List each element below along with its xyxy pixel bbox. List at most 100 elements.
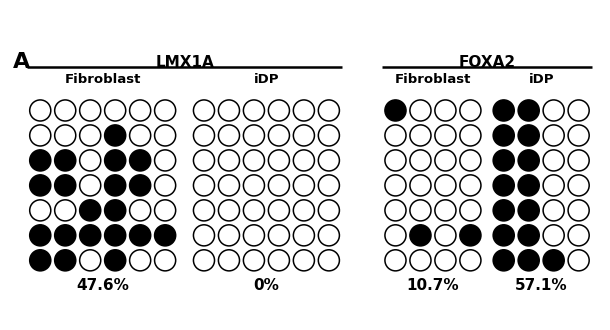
- Circle shape: [318, 125, 339, 146]
- Text: 47.6%: 47.6%: [76, 278, 129, 293]
- Circle shape: [410, 175, 431, 196]
- Circle shape: [493, 150, 514, 171]
- Circle shape: [30, 150, 51, 171]
- Circle shape: [80, 150, 101, 171]
- Circle shape: [460, 175, 481, 196]
- Circle shape: [105, 250, 126, 271]
- Circle shape: [318, 200, 339, 221]
- Circle shape: [30, 250, 51, 271]
- Circle shape: [568, 250, 589, 271]
- Circle shape: [80, 125, 101, 146]
- Circle shape: [568, 175, 589, 196]
- Circle shape: [193, 150, 215, 171]
- Circle shape: [568, 150, 589, 171]
- Circle shape: [435, 200, 456, 221]
- Circle shape: [435, 175, 456, 196]
- Circle shape: [410, 200, 431, 221]
- Circle shape: [268, 250, 290, 271]
- Circle shape: [129, 200, 151, 221]
- Circle shape: [243, 250, 265, 271]
- Circle shape: [493, 175, 514, 196]
- Circle shape: [243, 200, 265, 221]
- Circle shape: [218, 175, 240, 196]
- Circle shape: [318, 100, 339, 121]
- Circle shape: [318, 225, 339, 246]
- Circle shape: [243, 150, 265, 171]
- Text: iDP: iDP: [254, 73, 279, 86]
- Circle shape: [268, 100, 290, 121]
- Circle shape: [435, 250, 456, 271]
- Circle shape: [55, 150, 76, 171]
- Circle shape: [410, 100, 431, 121]
- Circle shape: [193, 100, 215, 121]
- Circle shape: [385, 150, 406, 171]
- Circle shape: [55, 100, 76, 121]
- Text: Fibroblast: Fibroblast: [65, 73, 141, 86]
- Circle shape: [518, 225, 539, 246]
- Circle shape: [410, 150, 431, 171]
- Circle shape: [410, 225, 431, 246]
- Circle shape: [154, 125, 176, 146]
- Circle shape: [543, 125, 564, 146]
- Circle shape: [55, 200, 76, 221]
- Text: A: A: [12, 52, 30, 72]
- Circle shape: [218, 125, 240, 146]
- Circle shape: [460, 125, 481, 146]
- Circle shape: [293, 100, 314, 121]
- Circle shape: [105, 150, 126, 171]
- Circle shape: [80, 250, 101, 271]
- Circle shape: [105, 200, 126, 221]
- Circle shape: [568, 125, 589, 146]
- Circle shape: [268, 200, 290, 221]
- Circle shape: [518, 100, 539, 121]
- Circle shape: [493, 225, 514, 246]
- Circle shape: [105, 100, 126, 121]
- Text: 10.7%: 10.7%: [407, 278, 459, 293]
- Circle shape: [243, 175, 265, 196]
- Circle shape: [243, 225, 265, 246]
- Circle shape: [385, 100, 406, 121]
- Circle shape: [460, 150, 481, 171]
- Circle shape: [518, 200, 539, 221]
- Circle shape: [154, 100, 176, 121]
- Circle shape: [243, 125, 265, 146]
- Circle shape: [193, 225, 215, 246]
- Circle shape: [154, 250, 176, 271]
- Circle shape: [543, 225, 564, 246]
- Circle shape: [154, 150, 176, 171]
- Circle shape: [129, 100, 151, 121]
- Circle shape: [105, 175, 126, 196]
- Circle shape: [80, 175, 101, 196]
- Circle shape: [243, 100, 265, 121]
- Circle shape: [543, 150, 564, 171]
- Circle shape: [55, 125, 76, 146]
- Circle shape: [55, 250, 76, 271]
- Circle shape: [218, 200, 240, 221]
- Circle shape: [193, 125, 215, 146]
- Circle shape: [410, 125, 431, 146]
- Text: 0%: 0%: [254, 278, 279, 293]
- Circle shape: [30, 200, 51, 221]
- Circle shape: [568, 225, 589, 246]
- Circle shape: [493, 200, 514, 221]
- Circle shape: [518, 250, 539, 271]
- Circle shape: [543, 200, 564, 221]
- Text: FOXA2: FOXA2: [459, 55, 515, 70]
- Circle shape: [410, 250, 431, 271]
- Circle shape: [105, 225, 126, 246]
- Circle shape: [543, 100, 564, 121]
- Circle shape: [460, 100, 481, 121]
- Circle shape: [293, 175, 314, 196]
- Circle shape: [193, 200, 215, 221]
- Circle shape: [435, 150, 456, 171]
- Circle shape: [193, 250, 215, 271]
- Circle shape: [30, 225, 51, 246]
- Circle shape: [80, 225, 101, 246]
- Circle shape: [268, 225, 290, 246]
- Circle shape: [385, 250, 406, 271]
- Text: LMX1A: LMX1A: [155, 55, 214, 70]
- Text: 57.1%: 57.1%: [515, 278, 567, 293]
- Circle shape: [80, 100, 101, 121]
- Circle shape: [293, 200, 314, 221]
- Circle shape: [493, 250, 514, 271]
